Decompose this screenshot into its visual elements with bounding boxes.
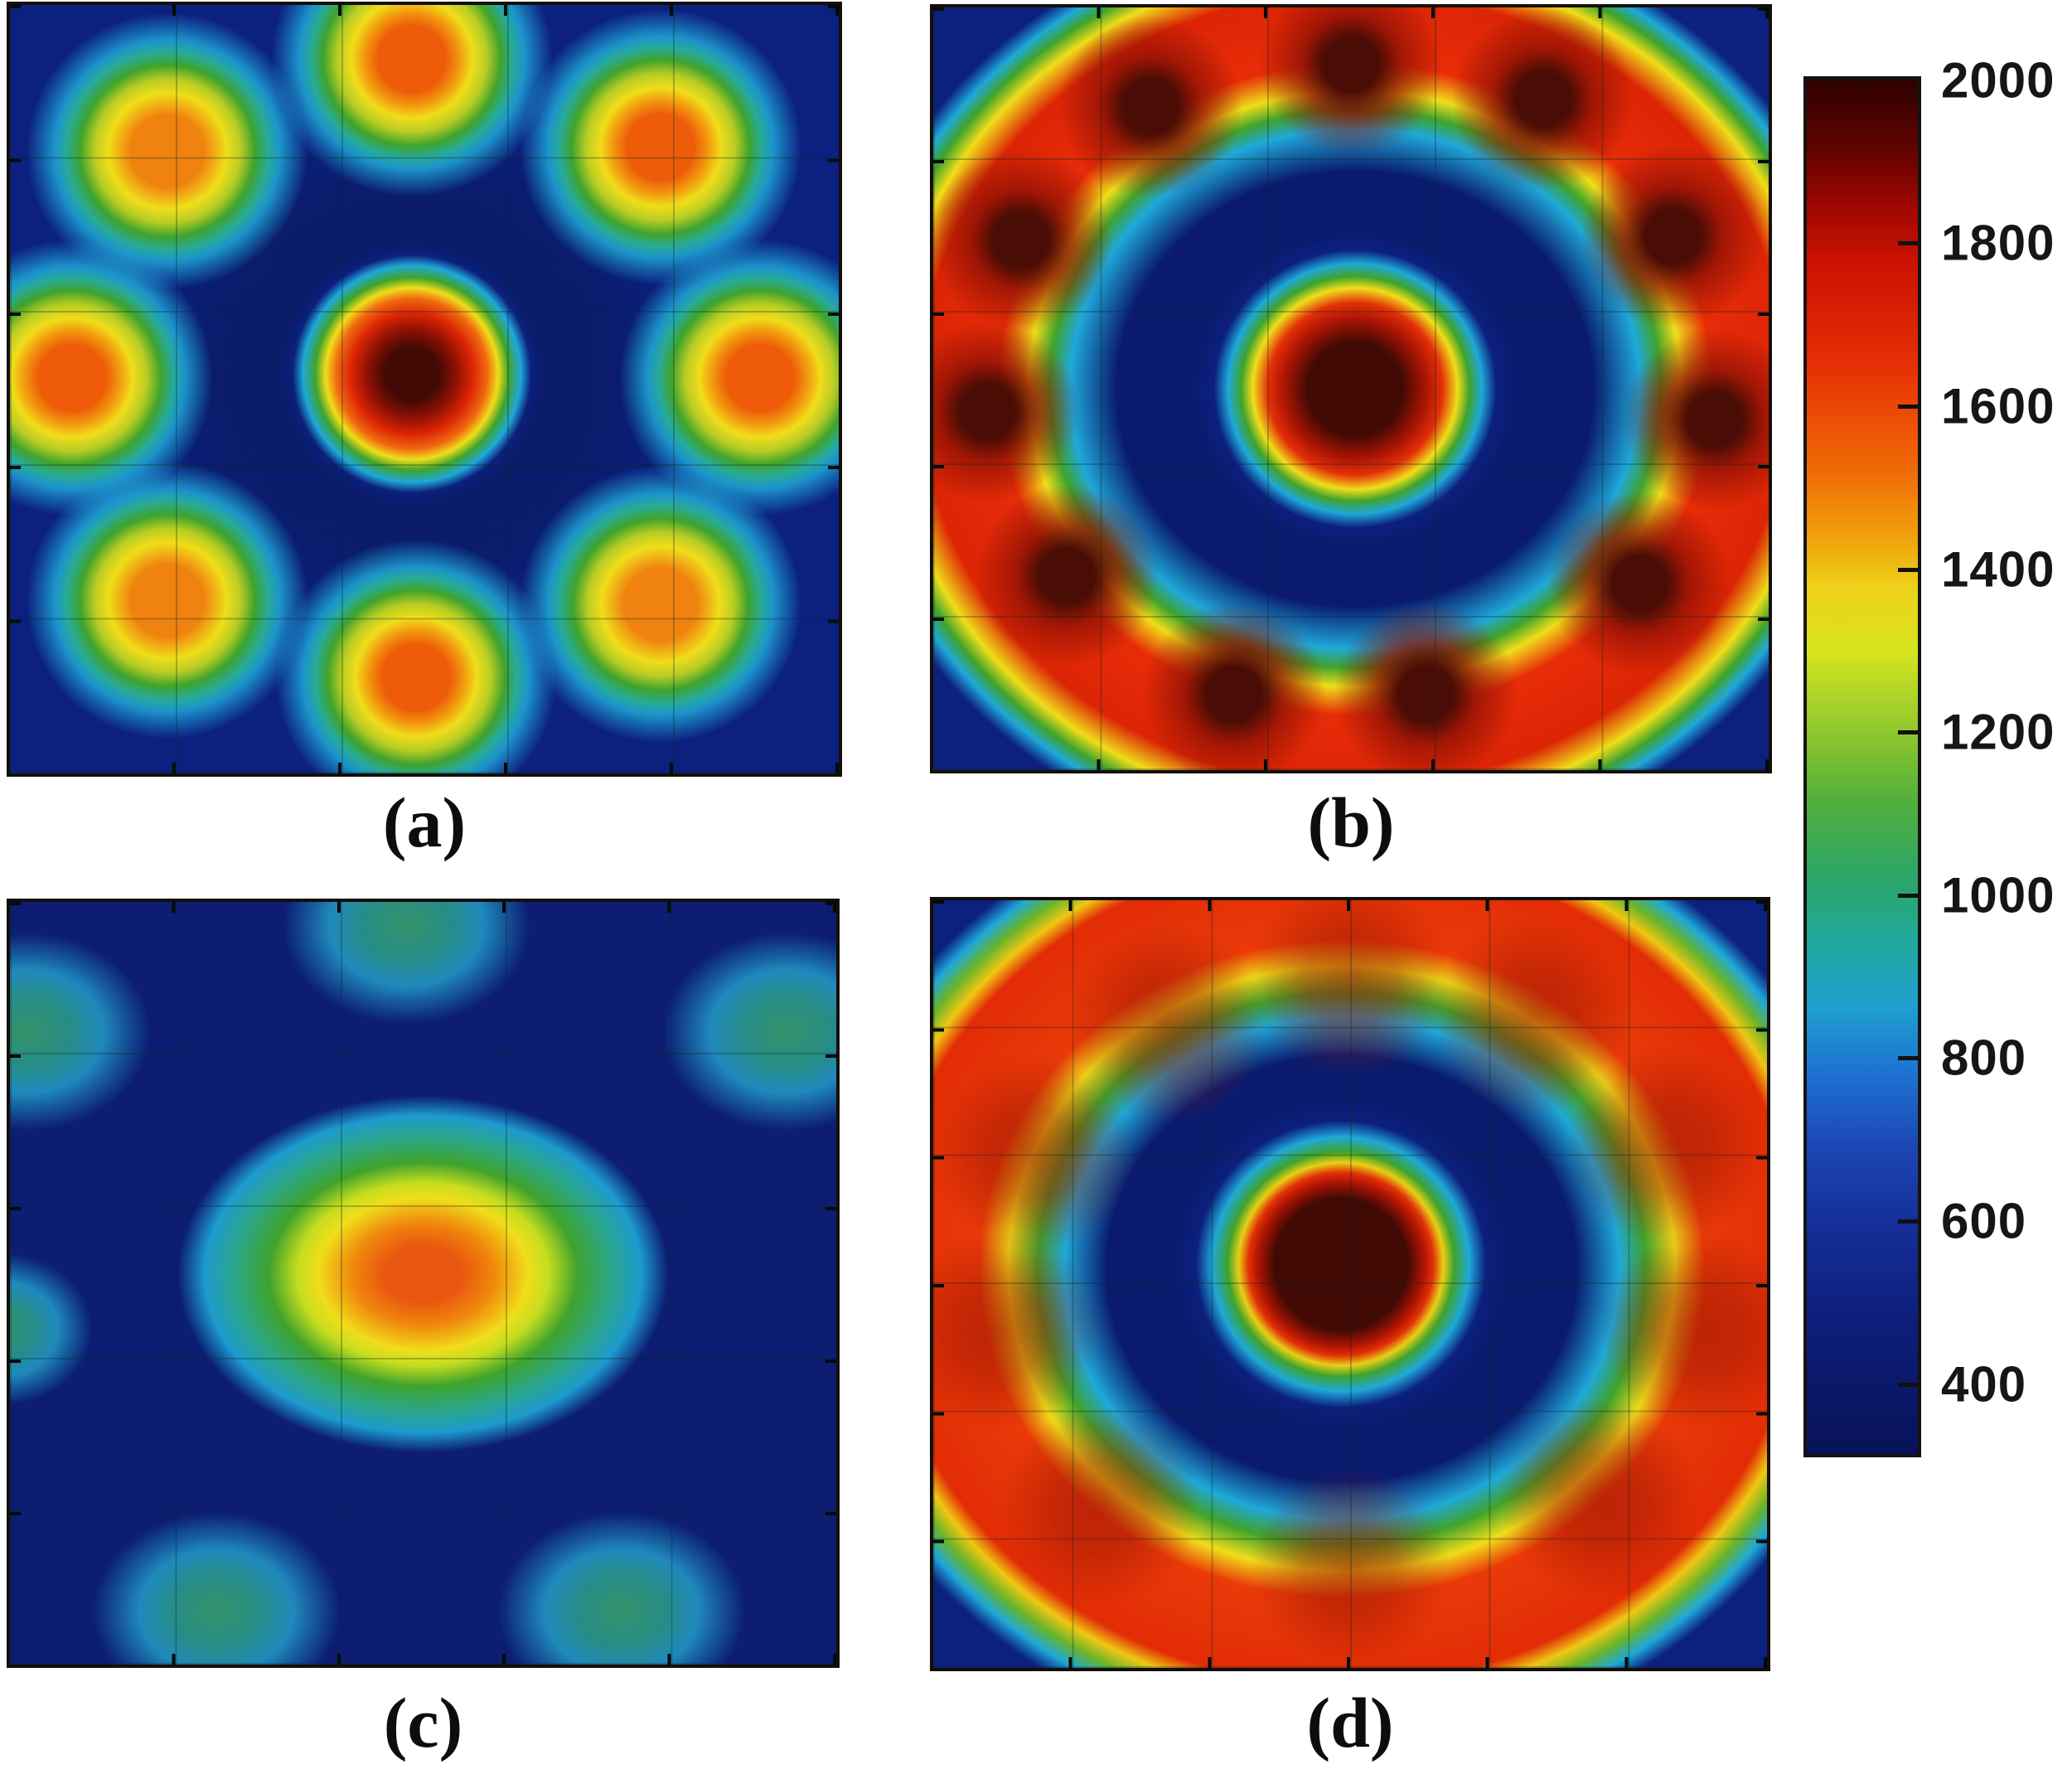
heatmap-panel-d — [930, 897, 1770, 1671]
colorbar-tick-mark — [1898, 1382, 1918, 1387]
colorbar-tick-mark — [1898, 1219, 1918, 1224]
panel-label-a: (a) — [382, 783, 467, 862]
heatmap-panel-b — [930, 4, 1772, 773]
colorbar-tick-mark — [1898, 567, 1918, 572]
colorbar-tick-label: 1000 — [1941, 867, 2055, 923]
colorbar-tick-mark — [1898, 730, 1918, 735]
panel-label-d: (d) — [1306, 1683, 1394, 1762]
colorbar-tick-mark — [1898, 241, 1918, 246]
colorbar-tick-label: 600 — [1941, 1193, 2027, 1249]
colorbar-tick-mark — [1898, 893, 1918, 898]
heatmap-panel-a — [7, 2, 842, 777]
heatmap-panel-c — [7, 899, 840, 1668]
colorbar-tick-label: 1600 — [1941, 378, 2055, 434]
colorbar-tick-label: 1800 — [1941, 215, 2055, 271]
colorbar-tick-label: 400 — [1941, 1356, 2027, 1413]
colorbar-tick-label: 2000 — [1941, 52, 2055, 109]
colorbar-tick-label: 800 — [1941, 1030, 2027, 1086]
colorbar-tick-mark — [1898, 1056, 1918, 1061]
colorbar-tick-mark — [1898, 405, 1918, 410]
colorbar-tick-label: 1400 — [1941, 541, 2055, 598]
panel-label-b: (b) — [1307, 783, 1395, 862]
colorbar — [1803, 76, 1921, 1457]
panel-label-c: (c) — [383, 1683, 463, 1762]
colorbar-tick-label: 1200 — [1941, 704, 2055, 760]
